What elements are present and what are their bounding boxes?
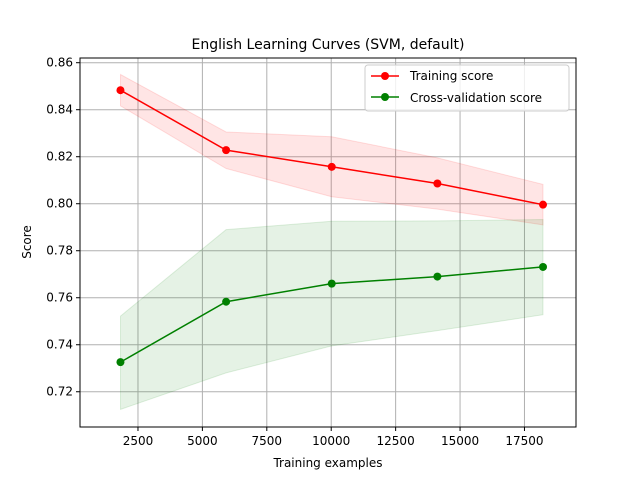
series-0-point [327, 162, 336, 171]
x-tick-label: 10000 [312, 434, 350, 448]
series-0-point [116, 86, 125, 95]
x-tick-label: 5000 [187, 434, 218, 448]
legend: Training score Cross-validation score [364, 64, 570, 112]
x-tick-label: 15000 [441, 434, 479, 448]
y-axis-label: Score [20, 225, 34, 259]
series-0-point [539, 200, 548, 209]
y-tick-label: 0.82 [46, 150, 73, 164]
y-tick-label: 0.86 [46, 56, 73, 70]
series-1-point [433, 272, 442, 281]
series-0-point [433, 179, 442, 188]
y-tick-label: 0.72 [46, 385, 73, 399]
series-1-point [327, 279, 336, 288]
series-1-point [116, 358, 125, 367]
legend-box [364, 64, 570, 112]
legend-training-marker [381, 72, 389, 80]
series-1-point [539, 262, 548, 271]
legend-cv-label: Cross-validation score [410, 91, 542, 105]
chart-title: English Learning Curves (SVM, default) [192, 37, 465, 53]
grid [80, 58, 576, 427]
series-points [116, 86, 548, 367]
y-tick-label: 0.74 [46, 338, 73, 352]
plot-frame [79, 57, 577, 428]
x-axis-ticks: 2500 5000 7500 10000 12500 15000 17500 [123, 427, 544, 448]
x-axis-label: Training examples [272, 456, 382, 470]
x-tick-label: 2500 [123, 434, 154, 448]
legend-training-label: Training score [409, 69, 493, 83]
series-0-point [222, 146, 231, 155]
x-tick-label: 7500 [252, 434, 283, 448]
series-1-band [120, 218, 544, 411]
x-tick-label: 12500 [377, 434, 415, 448]
y-tick-label: 0.84 [46, 103, 73, 117]
y-tick-label: 0.80 [46, 197, 73, 211]
legend-cv-marker [381, 93, 389, 101]
x-tick-label: 17500 [505, 434, 543, 448]
y-tick-label: 0.76 [46, 291, 73, 305]
series-1-point [222, 297, 231, 306]
y-tick-label: 0.78 [46, 244, 73, 258]
y-axis-ticks: 0.72 0.74 0.76 0.78 0.80 0.82 0.84 0.86 [46, 56, 80, 399]
